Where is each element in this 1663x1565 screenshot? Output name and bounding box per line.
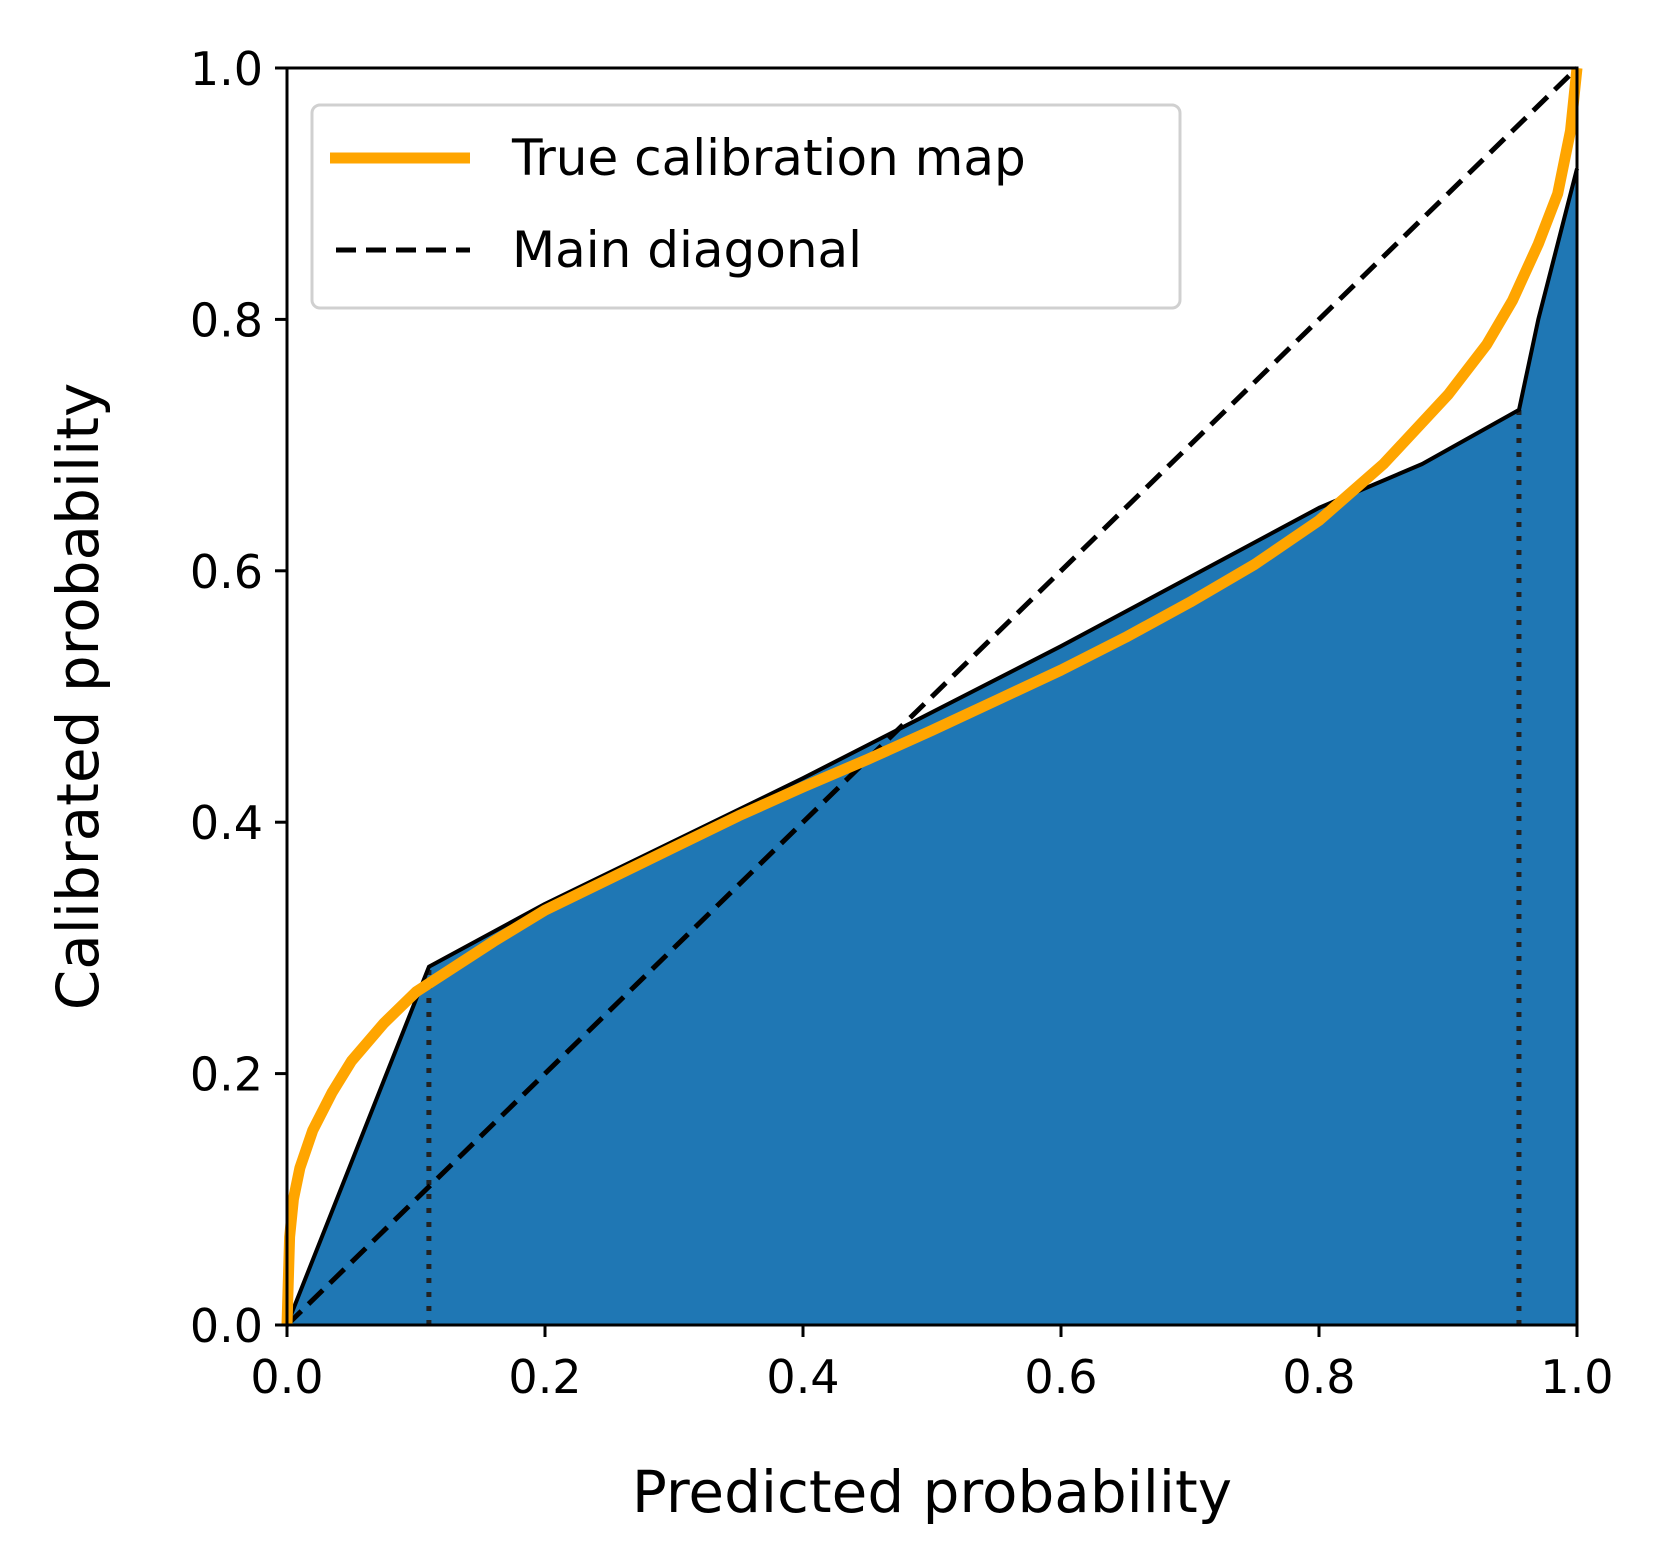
legend-box <box>310 103 1182 310</box>
x-tick-label-4: 0.8 <box>1282 1350 1355 1404</box>
x-tick-label-3: 0.6 <box>1024 1350 1097 1404</box>
main-diagonal-line <box>285 66 1579 1327</box>
y-axis-label: Calibrated probability <box>44 383 112 1011</box>
estimated-map-area <box>287 168 1577 1326</box>
y-tick-label-2: 0.4 <box>190 796 263 850</box>
legend-true-calibration-label: True calibration map <box>511 129 1026 187</box>
x-tick-label-5: 1.0 <box>1540 1350 1613 1404</box>
y-tick-label-3: 0.6 <box>190 545 263 599</box>
plot-frame <box>285 66 1579 1327</box>
y-tick-label-4: 0.8 <box>190 293 263 347</box>
y-tick-label-0: 0.0 <box>190 1299 263 1353</box>
estimated-map-line <box>285 168 1579 1326</box>
x-tick-label-1: 0.2 <box>508 1350 581 1404</box>
y-tick-label-5: 1.0 <box>190 42 263 96</box>
y-tick-label-1: 0.2 <box>190 1048 263 1102</box>
legend-main-diagonal-label: Main diagonal <box>512 221 862 279</box>
true-calibration-line <box>281 67 1583 1326</box>
x-tick-label-2: 0.4 <box>766 1350 839 1404</box>
x-axis-label: Predicted probability <box>632 1458 1232 1526</box>
x-tick-label-0: 0.0 <box>250 1350 323 1404</box>
